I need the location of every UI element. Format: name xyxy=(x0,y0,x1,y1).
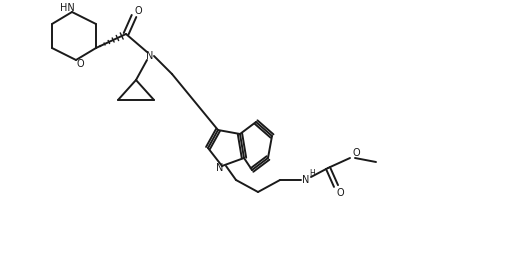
Text: N: N xyxy=(146,51,154,61)
Text: H: H xyxy=(309,169,315,178)
Text: N: N xyxy=(303,175,310,185)
Text: O: O xyxy=(352,148,360,158)
Text: O: O xyxy=(134,6,142,16)
Text: N: N xyxy=(217,163,224,173)
Text: O: O xyxy=(76,59,84,69)
Text: O: O xyxy=(336,188,344,198)
Text: HN: HN xyxy=(60,3,75,13)
